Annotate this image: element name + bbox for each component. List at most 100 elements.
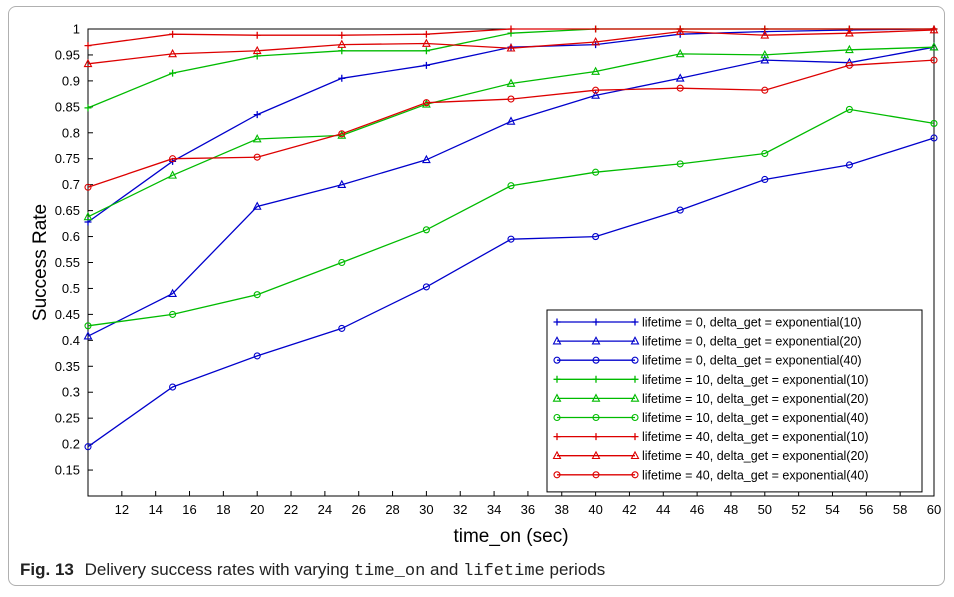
x-tick-label: 18 <box>216 502 230 517</box>
y-tick-label: 0.8 <box>62 125 80 140</box>
y-tick-label: 0.15 <box>55 463 80 478</box>
series-8 <box>83 25 939 68</box>
legend-box <box>546 309 923 493</box>
x-tick-label: 20 <box>250 502 264 517</box>
legend-label: lifetime = 40, delta_get = exponential(4… <box>642 468 869 482</box>
data-point <box>83 58 93 68</box>
series-line <box>87 137 935 448</box>
data-point <box>422 30 430 38</box>
data-point <box>591 66 601 75</box>
legend-entry: lifetime = 0, delta_get = exponential(40… <box>553 354 862 368</box>
y-tick-label: 0.3 <box>62 385 80 400</box>
data-point <box>676 160 684 168</box>
legend-marker <box>630 393 640 402</box>
data-point <box>422 47 430 55</box>
y-tick-label: 0.5 <box>62 281 80 296</box>
legend-marker <box>553 356 561 364</box>
data-point <box>592 168 600 176</box>
x-tick-label: 14 <box>148 502 162 517</box>
data-point <box>591 90 601 99</box>
caption-text-2: and <box>430 560 459 579</box>
data-point <box>253 111 261 119</box>
series-line <box>87 28 935 223</box>
data-point <box>338 31 346 39</box>
legend-entry: lifetime = 40, delta_get = exponential(4… <box>553 468 869 482</box>
x-tick-label: 60 <box>927 502 941 517</box>
series-2 <box>83 42 939 340</box>
data-point <box>845 161 853 169</box>
data-point <box>84 322 92 330</box>
series-1 <box>84 25 938 226</box>
data-point <box>675 26 685 35</box>
caption-code-lifetime: lifetime <box>463 562 545 581</box>
y-tick-label: 0.75 <box>55 151 80 166</box>
x-tick-label: 42 <box>622 502 636 517</box>
data-point <box>761 86 769 94</box>
data-point <box>760 55 770 64</box>
x-tick-label: 50 <box>758 502 772 517</box>
legend-marker <box>553 318 561 326</box>
data-point <box>169 383 177 391</box>
x-axis-title: time_on (sec) <box>453 526 568 547</box>
legend-marker <box>592 471 600 479</box>
x-tick-label: 48 <box>724 502 738 517</box>
data-point <box>845 105 853 113</box>
data-point <box>83 331 93 340</box>
legend-marker <box>552 336 562 345</box>
data-point <box>761 175 769 184</box>
y-tick-label: 1 <box>73 22 80 37</box>
data-point <box>338 258 346 267</box>
y-tick-label: 0.7 <box>62 177 80 192</box>
y-tick-label: 0.9 <box>62 73 80 88</box>
legend-marker <box>591 393 601 402</box>
legend-entry: lifetime = 40, delta_get = exponential(1… <box>553 430 869 444</box>
data-point <box>422 283 430 291</box>
x-tick-label: 58 <box>893 502 907 517</box>
series-line <box>87 46 935 337</box>
legend-marker <box>592 375 600 383</box>
figure-caption: Fig. 13 Delivery success rates with vary… <box>20 560 605 581</box>
data-point <box>844 44 854 54</box>
x-tick-label: 38 <box>555 502 569 517</box>
caption-code-time-on: time_on <box>353 562 426 581</box>
data-point <box>169 155 177 163</box>
x-tick-label: 30 <box>419 502 433 517</box>
series-line <box>87 108 935 327</box>
data-point <box>422 99 430 107</box>
legend-marker <box>592 413 600 422</box>
data-point <box>507 235 515 243</box>
data-point <box>84 183 92 191</box>
series-9 <box>84 56 938 191</box>
data-point <box>337 179 347 189</box>
data-point <box>253 291 261 299</box>
legend-entry: lifetime = 10, delta_get = exponential(2… <box>552 392 869 406</box>
legend-entry: lifetime = 40, delta_get = exponential(2… <box>552 449 869 463</box>
data-point <box>252 201 262 210</box>
legend-marker <box>631 433 639 441</box>
y-tick-label: 0.2 <box>62 437 80 452</box>
x-tick-label: 12 <box>115 502 129 517</box>
legend-marker <box>553 375 561 383</box>
series-5 <box>83 42 939 221</box>
legend-label: lifetime = 0, delta_get = exponential(20… <box>642 335 862 349</box>
x-tick-label: 56 <box>859 502 873 517</box>
data-point <box>169 310 177 318</box>
y-tick-label: 0.35 <box>55 359 80 374</box>
data-point <box>675 73 685 82</box>
x-tick-label: 54 <box>825 502 839 517</box>
legend-entry: lifetime = 10, delta_get = exponential(4… <box>553 411 869 425</box>
legend-label: lifetime = 0, delta_get = exponential(40… <box>642 354 862 368</box>
data-point <box>168 170 178 179</box>
data-point <box>338 74 346 82</box>
chart-legend: lifetime = 0, delta_get = exponential(10… <box>546 309 923 493</box>
legend-marker <box>552 450 562 460</box>
data-point <box>169 69 177 77</box>
data-point <box>591 36 601 46</box>
data-point <box>169 30 177 38</box>
x-tick-label: 44 <box>656 502 670 517</box>
data-point <box>253 153 261 161</box>
data-point <box>845 61 853 69</box>
x-tick-label: 40 <box>588 502 602 517</box>
legend-entry: lifetime = 0, delta_get = exponential(10… <box>553 316 862 330</box>
data-point <box>84 104 92 112</box>
